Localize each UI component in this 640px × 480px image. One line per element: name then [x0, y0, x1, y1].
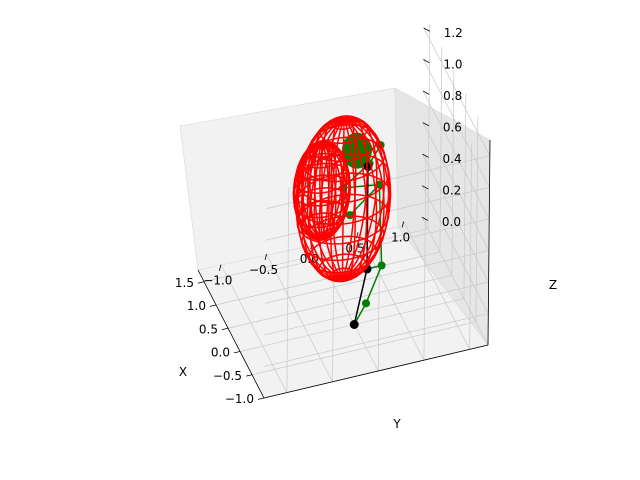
sphere-parallel — [296, 152, 348, 181]
z-tick-label: 0.4 — [443, 152, 462, 166]
sphere-parallel — [329, 267, 356, 283]
z-tick-mark — [421, 216, 429, 221]
grid-line — [427, 23, 431, 229]
y-axis-line — [263, 344, 489, 399]
z-tick-label: 0.6 — [443, 121, 462, 135]
x-tick-mark — [233, 351, 241, 354]
grid-line — [422, 90, 490, 220]
x-axis-line — [197, 269, 265, 399]
z-tick-label: 1.2 — [444, 26, 463, 40]
x-tick-label: 1.5 — [175, 276, 194, 290]
sphere-wireframe — [295, 115, 392, 283]
grid-line — [251, 321, 477, 376]
grid-line — [439, 47, 443, 253]
grid-line — [357, 232, 425, 361]
sphere-parallel — [296, 193, 390, 245]
y-axis-label: Y — [392, 417, 401, 431]
grid-line — [264, 281, 489, 336]
sphere-parallel — [319, 116, 369, 145]
x-tick-label: −1.0 — [225, 392, 254, 406]
limb-segment — [365, 265, 383, 304]
grid-line — [423, 27, 491, 157]
limb-point — [362, 299, 371, 308]
z-axis-line — [487, 139, 491, 346]
sphere-parallel — [301, 136, 386, 183]
x-tick-mark — [209, 304, 217, 307]
grid-line — [286, 187, 290, 393]
axis-lines — [197, 139, 491, 399]
z-tick-label: 0.2 — [442, 184, 461, 198]
limb-point — [377, 261, 386, 270]
sphere-parallel — [301, 215, 385, 262]
skeleton-segment — [353, 268, 368, 325]
sphere-parallel — [318, 253, 367, 281]
x-tick-label: 0.5 — [199, 322, 218, 336]
y-tick-mark — [218, 264, 222, 271]
grid-line — [463, 93, 467, 299]
x-tick-label: 0.0 — [211, 346, 230, 360]
y-tick-mark — [401, 221, 405, 228]
sphere-wireframe — [292, 139, 351, 242]
x-tick-label: −0.5 — [213, 369, 242, 383]
x-tick-mark — [197, 281, 205, 284]
sphere-parallel — [292, 174, 351, 207]
grid-line — [422, 122, 490, 251]
limb-point — [345, 211, 354, 220]
grid-line — [265, 218, 490, 273]
grid-line — [421, 217, 489, 346]
grid-line — [220, 264, 288, 393]
x-tick-label: 1.0 — [187, 299, 206, 313]
grid-line — [423, 59, 490, 188]
x-axis-label: X — [179, 365, 187, 379]
y-tick-label: −0.5 — [249, 263, 278, 277]
sphere-parallel — [295, 172, 392, 226]
z-tick-mark — [423, 59, 430, 64]
grid-line — [422, 153, 489, 283]
z-tick-mark — [422, 185, 429, 190]
grid-line — [475, 116, 479, 322]
z-tick-label: 1.0 — [443, 58, 462, 72]
axis-ticks: −1.0−0.50.00.51.01.5 −1.0−0.50.00.51.00.0… — [175, 26, 463, 406]
y-tick-label: −1.0 — [203, 274, 232, 288]
sphere-parallel — [293, 162, 351, 194]
y-tick-label: 1.0 — [391, 231, 410, 245]
grid-line — [266, 253, 333, 382]
z-tick-mark — [423, 27, 430, 32]
grid-line — [403, 221, 470, 350]
skeleton-point — [349, 320, 359, 329]
sphere-parallel — [313, 231, 330, 241]
grid-line — [227, 274, 453, 329]
z-axis-label: Z — [549, 278, 557, 292]
grid-line — [203, 228, 429, 283]
x-tick-mark — [221, 327, 229, 331]
data-marks — [292, 115, 392, 329]
sphere-parallel — [308, 235, 377, 274]
y-tick-mark — [264, 253, 267, 261]
z-tick-mark — [422, 90, 430, 95]
x-tick-mark — [257, 397, 265, 400]
grid-line — [451, 70, 455, 276]
grid-line — [264, 313, 489, 367]
sphere-parallel — [293, 187, 350, 219]
z-tick-mark — [422, 122, 430, 127]
sphere-parallel — [309, 124, 378, 162]
z-tick-mark — [422, 153, 429, 158]
grid-line — [423, 155, 427, 361]
x-tick-mark — [245, 374, 253, 377]
grid-line — [421, 185, 489, 314]
z-tick-label: 0.8 — [443, 89, 462, 103]
sphere-parallel — [297, 152, 390, 204]
z-tick-label: 0.0 — [442, 215, 461, 229]
